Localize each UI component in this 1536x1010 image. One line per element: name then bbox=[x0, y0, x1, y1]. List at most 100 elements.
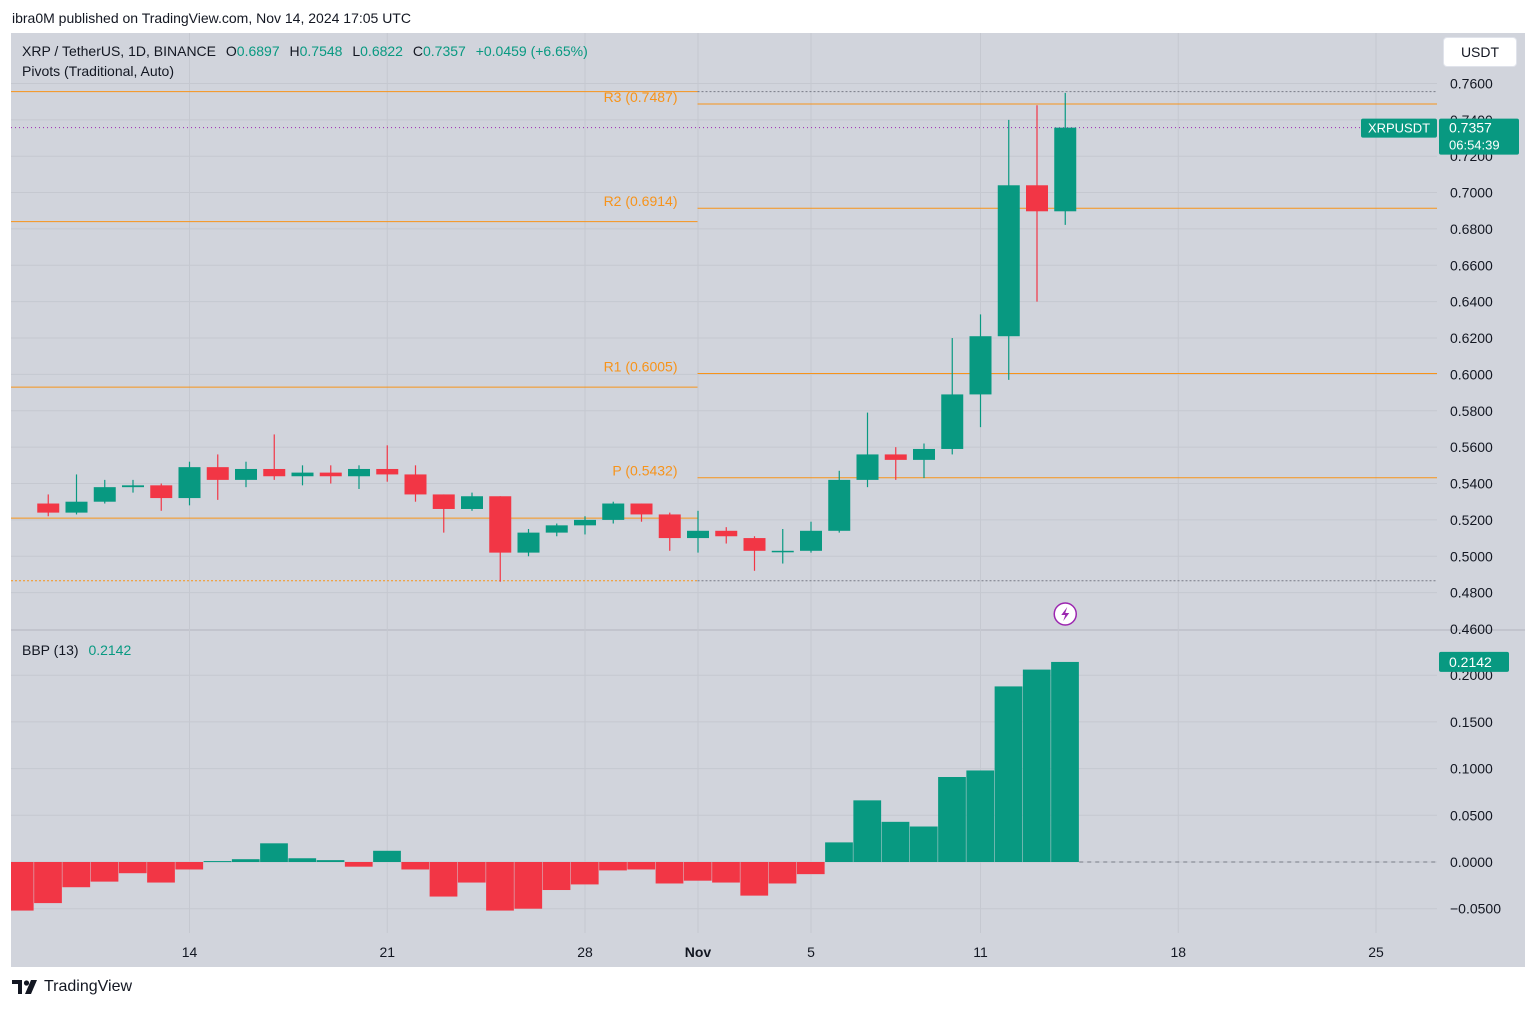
candle-body[interactable] bbox=[319, 472, 342, 477]
candle-body[interactable] bbox=[65, 501, 88, 513]
price-tag bbox=[1439, 118, 1519, 155]
candle-body[interactable] bbox=[291, 472, 314, 477]
bbp-bar[interactable] bbox=[429, 862, 458, 897]
bbp-bar[interactable] bbox=[288, 858, 317, 862]
countdown-text: 06:54:39 bbox=[1449, 138, 1500, 153]
bbp-bar[interactable] bbox=[486, 862, 514, 911]
footer-brand-name: TradingView bbox=[44, 978, 133, 995]
bbp-bar[interactable] bbox=[683, 862, 712, 881]
bbp-bar[interactable] bbox=[62, 862, 91, 888]
bbp-bar[interactable] bbox=[147, 862, 175, 883]
candle-body[interactable] bbox=[376, 468, 399, 475]
candle-body[interactable] bbox=[432, 494, 455, 509]
candle-body[interactable] bbox=[771, 550, 794, 553]
candle-body[interactable] bbox=[517, 532, 540, 553]
bbp-bar[interactable] bbox=[457, 862, 486, 883]
symbol-tag bbox=[1361, 118, 1437, 138]
candle-body[interactable] bbox=[969, 336, 992, 395]
change-value: +0.0459 (+6.65%) bbox=[475, 43, 588, 59]
bbp-bar[interactable] bbox=[34, 862, 62, 904]
bbp-bar[interactable] bbox=[655, 862, 684, 884]
candle-body[interactable] bbox=[941, 394, 964, 449]
bbp-value-tag-text: 0.2142 bbox=[1449, 654, 1492, 670]
bbp-bar[interactable] bbox=[1022, 669, 1051, 862]
bbp-bar[interactable] bbox=[825, 842, 853, 862]
currency-button[interactable]: USDT bbox=[1443, 37, 1517, 67]
lightning-event-icon[interactable] bbox=[1053, 602, 1077, 626]
candle-body[interactable] bbox=[687, 530, 709, 539]
bbp-bar[interactable] bbox=[740, 862, 769, 896]
price-tick-label: 0.7000 bbox=[1450, 185, 1493, 201]
bbp-bar[interactable] bbox=[231, 859, 260, 862]
candle-body[interactable] bbox=[545, 525, 568, 533]
price-tick-label: 0.5400 bbox=[1450, 476, 1493, 492]
bbp-bar[interactable] bbox=[627, 862, 656, 870]
publish-caption: ibra0M published on TradingView.com, Nov… bbox=[12, 10, 411, 26]
bbp-bar[interactable] bbox=[542, 862, 571, 891]
candle-body[interactable] bbox=[404, 474, 427, 495]
chart-canvas[interactable]: R3 (0.7487) R2 (0.6914) R1 (0.6005) P (0.54… bbox=[11, 33, 1525, 967]
bbp-bar[interactable] bbox=[260, 843, 288, 862]
candle-body[interactable] bbox=[574, 519, 596, 526]
bbp-bar[interactable] bbox=[796, 862, 825, 875]
candle-body[interactable] bbox=[602, 503, 625, 520]
bbp-bar[interactable] bbox=[966, 770, 995, 862]
bbp-bar[interactable] bbox=[768, 862, 797, 884]
candle-body[interactable] bbox=[235, 468, 257, 480]
bbp-bar[interactable] bbox=[599, 862, 627, 871]
candle-body[interactable] bbox=[997, 185, 1020, 337]
time-tick-label: 25 bbox=[1368, 944, 1384, 960]
candle-body[interactable] bbox=[150, 485, 173, 499]
bbp-bar[interactable] bbox=[344, 862, 373, 867]
candle-body[interactable] bbox=[884, 454, 907, 460]
candle-body[interactable] bbox=[263, 468, 286, 477]
bbp-bar[interactable] bbox=[853, 800, 882, 862]
candle-body[interactable] bbox=[348, 468, 370, 477]
candle-body[interactable] bbox=[122, 485, 144, 488]
candle-body[interactable] bbox=[37, 503, 60, 513]
tradingview-logo-icon bbox=[12, 980, 37, 994]
footer-brand[interactable]: TradingView bbox=[12, 978, 132, 996]
bbp-bar[interactable] bbox=[994, 686, 1023, 862]
candle-body[interactable] bbox=[913, 448, 935, 460]
bbp-bar[interactable] bbox=[118, 862, 147, 874]
pivots-legend[interactable]: Pivots (Traditional, Auto) bbox=[22, 63, 174, 79]
candle-body[interactable] bbox=[658, 514, 681, 539]
bbp-bar[interactable] bbox=[712, 862, 740, 883]
bbp-bar[interactable] bbox=[1051, 661, 1079, 862]
candle-body[interactable] bbox=[461, 496, 483, 509]
chart-frame[interactable]: R3 (0.7487) R2 (0.6914) R1 (0.6005) P (0.54… bbox=[11, 33, 1525, 967]
candle-body[interactable] bbox=[800, 530, 822, 551]
bbp-bar[interactable] bbox=[203, 861, 232, 863]
bbp-bar[interactable] bbox=[373, 850, 401, 862]
candle-body[interactable] bbox=[630, 503, 653, 515]
bbp-bar[interactable] bbox=[909, 826, 938, 862]
candle-body[interactable] bbox=[1054, 127, 1077, 212]
bbp-histogram bbox=[11, 661, 1437, 911]
candle-body[interactable] bbox=[743, 538, 766, 551]
bbp-legend[interactable]: BBP (13) 0.2142 bbox=[22, 642, 131, 658]
bbp-bar[interactable] bbox=[90, 862, 119, 882]
last-price-tag[interactable]: XRPUSDT 0.7357 06:54:39 bbox=[1361, 118, 1519, 155]
low-value: 0.6822 bbox=[360, 43, 403, 59]
candle-body[interactable] bbox=[178, 467, 201, 499]
candles bbox=[37, 92, 1077, 582]
bbp-bar[interactable] bbox=[570, 862, 599, 885]
bbp-bar[interactable] bbox=[938, 777, 966, 862]
price-tick-label: 0.6200 bbox=[1450, 330, 1493, 346]
candle-body[interactable] bbox=[489, 496, 512, 553]
bbp-bar[interactable] bbox=[316, 860, 345, 862]
candle-body[interactable] bbox=[1026, 185, 1048, 212]
bbp-bar[interactable] bbox=[514, 862, 543, 909]
candle-body[interactable] bbox=[828, 479, 851, 531]
bbp-bar[interactable] bbox=[401, 862, 430, 870]
bbp-bar[interactable] bbox=[11, 862, 34, 911]
price-tick-label: 0.5800 bbox=[1450, 403, 1493, 419]
bbp-bar[interactable] bbox=[175, 862, 204, 870]
candle-body[interactable] bbox=[206, 467, 229, 480]
candle-body[interactable] bbox=[856, 454, 879, 480]
price-tick-label: 0.7600 bbox=[1450, 75, 1493, 91]
bbp-bar[interactable] bbox=[881, 821, 910, 862]
candle-body[interactable] bbox=[93, 487, 116, 502]
candle-body[interactable] bbox=[715, 530, 738, 537]
